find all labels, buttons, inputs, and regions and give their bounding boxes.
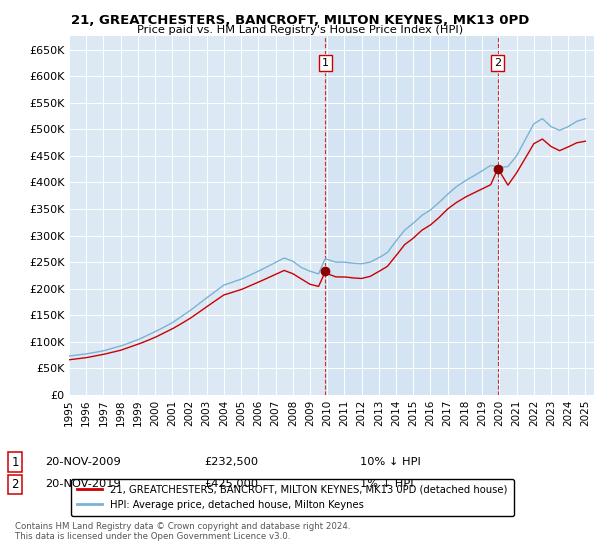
Text: £232,500: £232,500 [204, 457, 258, 467]
Text: 20-NOV-2009: 20-NOV-2009 [45, 457, 121, 467]
Text: 10% ↓ HPI: 10% ↓ HPI [360, 457, 421, 467]
Text: 1: 1 [11, 455, 19, 469]
Text: 2: 2 [494, 58, 501, 68]
Text: 1% ↓ HPI: 1% ↓ HPI [360, 479, 413, 489]
Text: 2: 2 [11, 478, 19, 491]
Bar [325, 36, 497, 395]
Text: 1: 1 [322, 58, 329, 68]
Text: Contains HM Land Registry data © Crown copyright and database right 2024.
This d: Contains HM Land Registry data © Crown c… [15, 522, 350, 542]
Text: £425,000: £425,000 [204, 479, 258, 489]
Legend: 21, GREATCHESTERS, BANCROFT, MILTON KEYNES, MK13 0PD (detached house), HPI: Aver: 21, GREATCHESTERS, BANCROFT, MILTON KEYN… [71, 479, 514, 516]
Text: Price paid vs. HM Land Registry's House Price Index (HPI): Price paid vs. HM Land Registry's House … [137, 25, 463, 35]
Text: 21, GREATCHESTERS, BANCROFT, MILTON KEYNES, MK13 0PD: 21, GREATCHESTERS, BANCROFT, MILTON KEYN… [71, 14, 529, 27]
Text: 20-NOV-2019: 20-NOV-2019 [45, 479, 121, 489]
